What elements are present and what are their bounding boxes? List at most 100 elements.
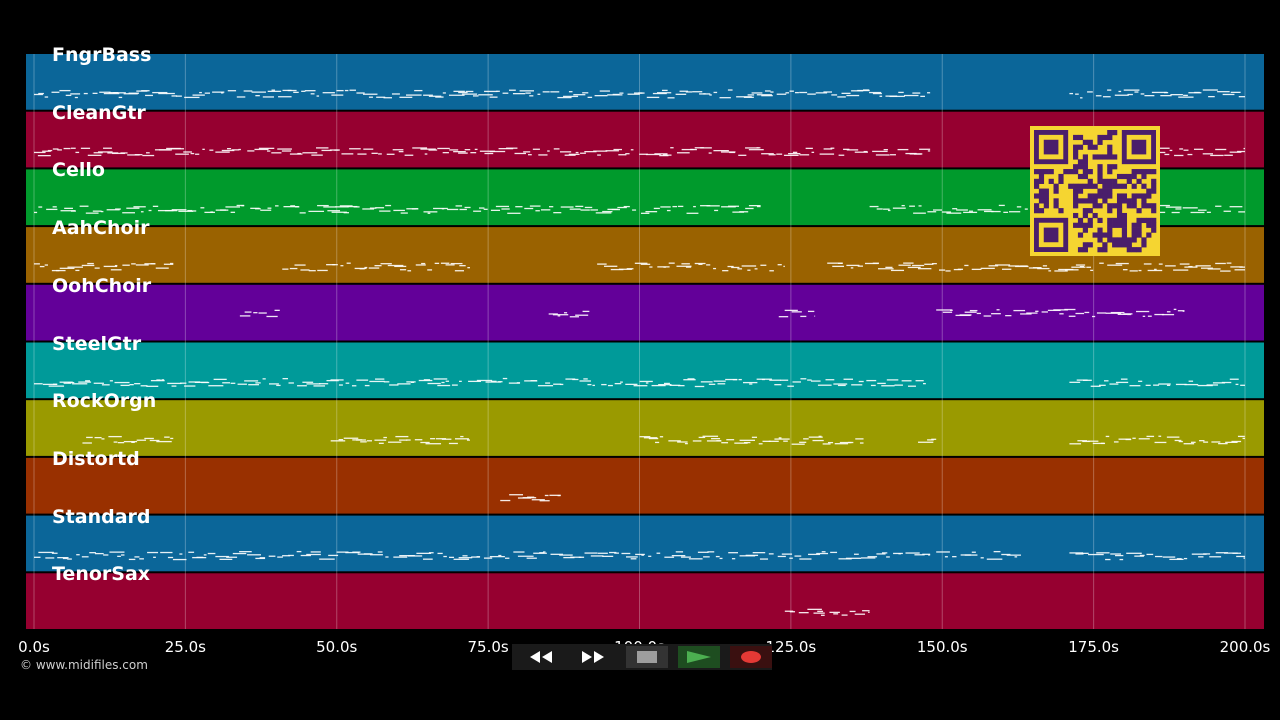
qr-module	[1073, 193, 1079, 199]
qr-module	[1082, 154, 1088, 160]
qr-module	[1107, 237, 1113, 243]
qr-module	[1038, 173, 1045, 180]
qr-module	[1112, 203, 1118, 209]
qr-module	[1121, 198, 1128, 204]
qr-module	[1116, 198, 1123, 204]
qr-module	[1073, 149, 1079, 155]
qr-module	[1077, 164, 1084, 170]
qr-module	[1141, 193, 1147, 199]
qr-module	[1112, 217, 1118, 224]
qr-module	[1146, 222, 1152, 228]
qr-module	[1116, 183, 1123, 189]
qr-module	[1058, 208, 1064, 214]
qr-module	[1077, 247, 1084, 253]
play-icon	[687, 651, 711, 663]
track-label: FngrBass	[52, 44, 152, 66]
qr-module	[1087, 242, 1093, 248]
qr-module	[1126, 237, 1132, 243]
qr-module	[1107, 227, 1113, 233]
qr-module	[1146, 203, 1152, 209]
qr-module	[1034, 208, 1040, 214]
qr-module	[1092, 203, 1098, 209]
qr-module	[1073, 212, 1079, 219]
qr-module	[1107, 217, 1113, 224]
qr-module	[1107, 164, 1113, 170]
qr-module	[1136, 227, 1142, 233]
track-lane	[26, 457, 1264, 514]
qr-module	[1058, 178, 1064, 184]
qr-module	[1151, 203, 1157, 209]
qr-module	[1112, 154, 1118, 160]
track-label: Standard	[52, 505, 151, 528]
qr-module	[1151, 222, 1157, 228]
qr-module	[1053, 183, 1059, 189]
qr-module	[1097, 169, 1103, 175]
qr-module	[1131, 247, 1137, 253]
qr-module	[1087, 178, 1093, 184]
qr-module	[1068, 169, 1074, 175]
track-label: CleanGtr	[52, 101, 146, 124]
qr-module	[1077, 222, 1084, 228]
qr-module	[1053, 203, 1059, 209]
copyright-text: © www.midifiles.com	[20, 658, 148, 672]
fast-forward-button[interactable]	[572, 646, 614, 668]
qr-module	[1063, 169, 1069, 175]
qr-module	[1087, 198, 1093, 204]
stop-button[interactable]	[626, 646, 668, 668]
qr-module	[1102, 134, 1108, 141]
qr-module	[1097, 134, 1103, 141]
track-label: RockOrgn	[52, 390, 157, 413]
qr-module	[1107, 178, 1113, 184]
track-label: OohChoir	[52, 274, 152, 297]
qr-module	[1102, 178, 1108, 184]
qr-module	[1087, 208, 1093, 214]
qr-module	[1116, 222, 1123, 228]
qr-module	[1077, 183, 1084, 189]
qr-module	[1146, 217, 1152, 224]
qr-module	[1043, 169, 1049, 175]
qr-finder	[1043, 139, 1059, 155]
qr-module	[1146, 193, 1152, 199]
time-tick-label: 125.0s	[765, 638, 817, 656]
qr-module	[1077, 134, 1084, 141]
qr-module	[1116, 203, 1123, 209]
qr-module	[1107, 130, 1113, 136]
record-icon	[741, 651, 761, 663]
qr-module	[1038, 208, 1045, 214]
qr-module	[1107, 193, 1113, 199]
qr-module	[1121, 183, 1128, 189]
track-label: Cello	[52, 159, 105, 182]
qr-module	[1131, 198, 1137, 204]
qr-module	[1112, 242, 1118, 248]
qr-module	[1131, 227, 1137, 233]
track-label: AahChoir	[52, 217, 150, 240]
qr-module	[1131, 169, 1137, 175]
qr-module	[1102, 232, 1108, 238]
qr-module	[1097, 154, 1103, 160]
play-button[interactable]	[678, 646, 720, 668]
qr-module	[1082, 139, 1088, 145]
qr-module	[1112, 178, 1118, 184]
qr-module	[1102, 188, 1108, 194]
qr-module	[1082, 198, 1088, 204]
qr-module	[1121, 212, 1128, 219]
qr-module	[1073, 222, 1079, 228]
rewind-button[interactable]	[520, 646, 562, 668]
qr-module	[1121, 217, 1128, 224]
qr-module	[1073, 183, 1079, 189]
qr-module	[1082, 164, 1088, 170]
qr-module	[1102, 193, 1108, 199]
qr-module	[1077, 159, 1084, 165]
fast-forward-icon	[582, 651, 604, 663]
qr-module	[1082, 169, 1088, 175]
qr-module	[1077, 217, 1084, 224]
qr-module	[1141, 217, 1147, 224]
qr-module	[1151, 188, 1157, 194]
qr-module	[1151, 227, 1157, 233]
qr-module	[1073, 144, 1079, 150]
qr-module	[1126, 173, 1132, 180]
record-button[interactable]	[730, 646, 772, 668]
qr-module	[1102, 198, 1108, 204]
qr-module	[1126, 242, 1132, 248]
track-label: TenorSax	[52, 563, 151, 586]
